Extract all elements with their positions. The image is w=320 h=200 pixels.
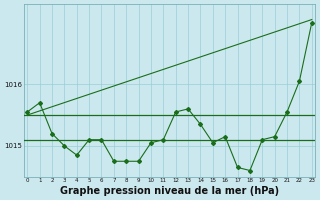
X-axis label: Graphe pression niveau de la mer (hPa): Graphe pression niveau de la mer (hPa) [60,186,279,196]
